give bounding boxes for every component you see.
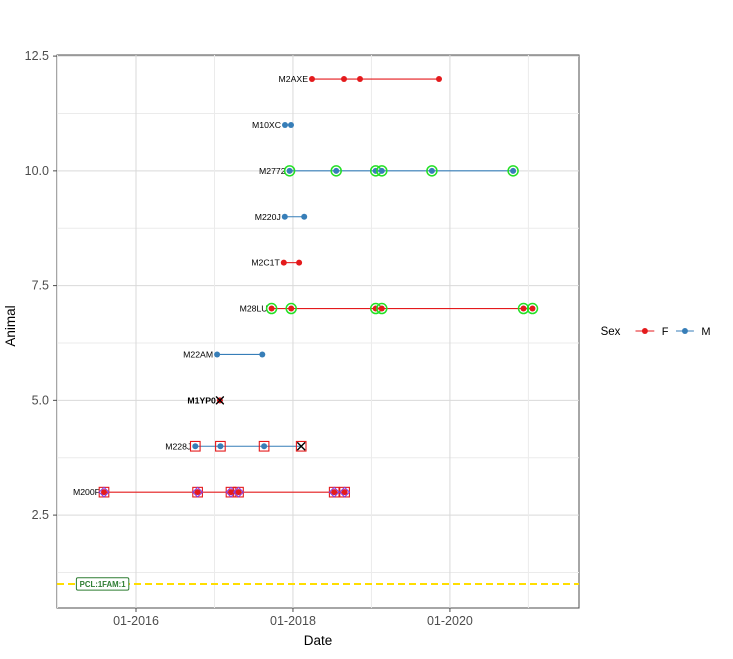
svg-text:M220J: M220J <box>255 212 281 222</box>
svg-text:5.0: 5.0 <box>32 393 49 407</box>
svg-text:M22AM: M22AM <box>183 349 213 359</box>
svg-text:Sex: Sex <box>601 326 621 338</box>
svg-text:2.5: 2.5 <box>32 508 49 522</box>
svg-text:M10XC: M10XC <box>252 120 281 130</box>
svg-text:7.5: 7.5 <box>32 279 49 293</box>
svg-text:M28LU: M28LU <box>240 304 268 314</box>
svg-text:M2C1T: M2C1T <box>251 258 280 268</box>
svg-text:Date: Date <box>304 633 333 648</box>
svg-text:01-2018: 01-2018 <box>270 614 316 628</box>
svg-text:12.5: 12.5 <box>25 49 49 63</box>
svg-text:M200F: M200F <box>73 487 100 497</box>
svg-text:M1YP0: M1YP0 <box>187 395 216 405</box>
svg-text:M2772: M2772 <box>259 166 286 176</box>
svg-text:PCL:1FAM:1: PCL:1FAM:1 <box>80 580 127 589</box>
svg-text:M: M <box>701 326 710 338</box>
svg-text:M228J: M228J <box>165 441 191 451</box>
svg-text:M2AXE: M2AXE <box>279 74 309 84</box>
svg-text:01-2016: 01-2016 <box>113 614 159 628</box>
svg-text:Animal: Animal <box>3 305 18 346</box>
svg-text:10.0: 10.0 <box>25 164 49 178</box>
svg-text:01-2020: 01-2020 <box>427 614 473 628</box>
svg-text:F: F <box>662 326 669 338</box>
